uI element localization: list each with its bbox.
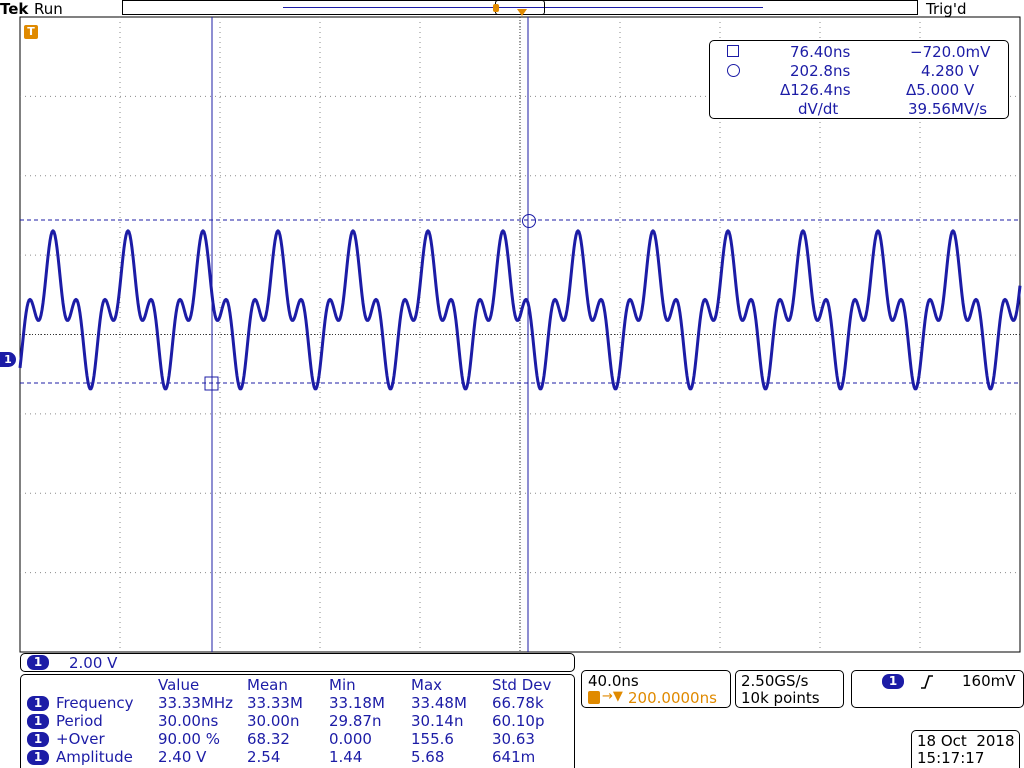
meas-min: 33.18M (329, 694, 385, 712)
meas-header-std: Std Dev (492, 676, 552, 694)
cursor-rate-label: dV/dt (798, 100, 839, 118)
sample-rate: 2.50GS/s (741, 672, 809, 690)
graticule (19, 16, 1021, 653)
cursor-delta-time: Δ126.4ns (780, 81, 851, 99)
meas-min: 29.87n (329, 712, 382, 730)
meas-value: 30.00ns (158, 712, 219, 730)
channel-1-badge: 1 (27, 750, 49, 765)
meas-header-value: Value (158, 676, 200, 694)
meas-mean: 68.32 (247, 730, 290, 748)
cursor-delta-voltage: Δ5.000 V (906, 81, 975, 99)
timebase-readout[interactable]: 40.0ns →▼ 200.0000ns (581, 670, 731, 708)
timebase-position: 200.0000ns (628, 689, 717, 707)
meas-row-frequency[interactable]: 1 Frequency 33.33MHz 33.33M 33.18M 33.48… (21, 694, 576, 712)
channel-1-trace (18, 229, 1022, 391)
arrow-right-icon: →▼ (602, 689, 623, 704)
channel-1-badge: 1 (27, 714, 49, 729)
square-icon (727, 45, 739, 57)
trigger-readout[interactable]: 1 160mV (851, 670, 1024, 708)
channel-1-scale-value: 2.00 V (69, 654, 118, 672)
brand-label: Tek (0, 0, 29, 18)
meas-row-overshoot[interactable]: 1 +Over 90.00 % 68.32 0.000 155.6 30.63 (21, 730, 576, 748)
meas-name: +Over (56, 730, 105, 748)
meas-std: 30.63 (492, 730, 535, 748)
trigger-marker[interactable]: T (24, 25, 38, 39)
channel-1-ground-marker[interactable]: 1 (0, 352, 16, 367)
trigger-source-badge: 1 (882, 674, 904, 689)
meas-min: 1.44 (329, 748, 363, 766)
meas-mean: 33.33M (247, 694, 303, 712)
channel-1-badge: 1 (27, 732, 49, 747)
meas-header-max: Max (411, 676, 443, 694)
meas-name: Amplitude (56, 748, 133, 766)
channel-1-scale-readout[interactable]: 1 2.00 V (20, 653, 575, 672)
trigger-level: 160mV (962, 672, 1016, 690)
channel-1-badge: 1 (27, 655, 49, 670)
datetime-readout: 18 Oct 2018 15:17:17 (911, 730, 1020, 768)
meas-std: 66.78k (492, 694, 544, 712)
meas-value: 90.00 % (158, 730, 220, 748)
cursor-circle-marker (522, 214, 536, 228)
record-view-bar[interactable] (122, 0, 918, 16)
date: 18 Oct 2018 (917, 732, 1015, 750)
run-state: Run (34, 0, 63, 18)
meas-max: 155.6 (411, 730, 454, 748)
meas-value: 33.33MHz (158, 694, 234, 712)
meas-header-mean: Mean (247, 676, 288, 694)
meas-value: 2.40 V (158, 748, 207, 766)
meas-name: Period (56, 712, 103, 730)
meas-max: 33.48M (411, 694, 467, 712)
trigger-status: Trig'd (926, 0, 967, 18)
measurements-panel: Value Mean Min Max Std Dev 1 Frequency 3… (20, 674, 575, 768)
trigger-position-icon (493, 4, 499, 12)
meas-std: 60.10p (492, 712, 545, 730)
record-length: 10k points (741, 689, 820, 707)
cursor-square-voltage: −720.0mV (910, 43, 991, 61)
center-position-icon (517, 9, 527, 16)
acquisition-readout[interactable]: 2.50GS/s 10k points (735, 670, 844, 708)
cursor-readout: 76.40ns −720.0mV 202.8ns 4.280 V Δ126.4n… (709, 40, 1009, 119)
meas-std: 641m (492, 748, 536, 766)
cursor-square-marker (204, 376, 219, 391)
channel-1-badge: 1 (27, 696, 49, 711)
meas-max: 5.68 (411, 748, 445, 766)
cursor-circle-voltage: 4.280 V (921, 62, 979, 80)
meas-max: 30.14n (411, 712, 464, 730)
time: 15:17:17 (917, 749, 985, 767)
meas-row-amplitude[interactable]: 1 Amplitude 2.40 V 2.54 1.44 5.68 641m (21, 748, 576, 766)
rising-edge-icon (921, 675, 933, 689)
meas-name: Frequency (56, 694, 134, 712)
circle-icon (727, 64, 740, 77)
meas-mean: 2.54 (247, 748, 281, 766)
meas-row-period[interactable]: 1 Period 30.00ns 30.00n 29.87n 30.14n 60… (21, 712, 576, 730)
cursor-circle-time: 202.8ns (790, 62, 851, 80)
meas-min: 0.000 (329, 730, 372, 748)
meas-header-min: Min (329, 676, 356, 694)
record-view-line (283, 7, 763, 8)
meas-mean: 30.00n (247, 712, 300, 730)
trigger-position-icon (588, 691, 600, 704)
cursor-rate-value: 39.56MV/s (908, 100, 988, 118)
cursor-square-time: 76.40ns (790, 43, 851, 61)
timebase-scale: 40.0ns (588, 672, 639, 690)
